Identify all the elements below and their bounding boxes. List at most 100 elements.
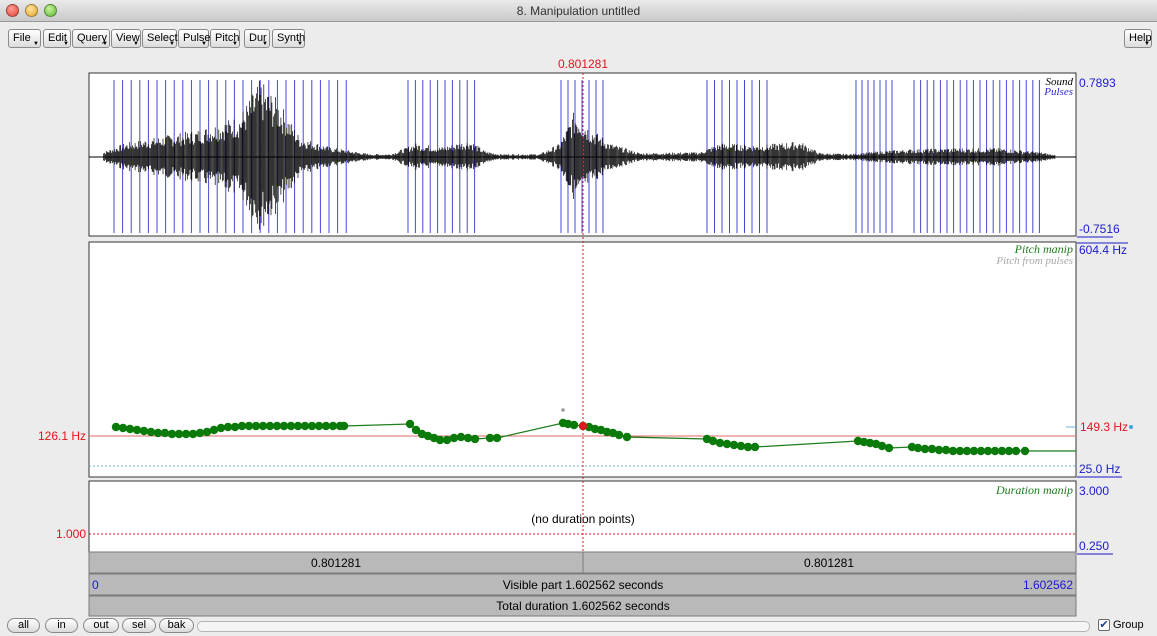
group-checkbox[interactable]: ✔ (1098, 619, 1110, 631)
visible-part-label: Visible part 1.602562 seconds (503, 578, 664, 592)
pitch-point[interactable] (237, 421, 247, 431)
pitch-point[interactable] (300, 421, 310, 431)
menu-view[interactable]: View ▼ (111, 29, 141, 48)
pitch-point[interactable] (920, 444, 930, 454)
menu-view-label: View (116, 32, 140, 44)
menu-pitch[interactable]: Pitch ▼ (210, 29, 240, 48)
minimize-window-button[interactable] (25, 4, 38, 17)
menu-help[interactable]: Help ▼ (1124, 29, 1152, 48)
pitch-point[interactable] (456, 432, 466, 442)
pitch-point[interactable] (111, 422, 121, 432)
pitch-point[interactable] (216, 423, 226, 433)
pitch-point[interactable] (139, 426, 149, 436)
pitch-point[interactable] (722, 439, 732, 449)
pitch-point[interactable] (230, 422, 240, 432)
zoom-window-button[interactable] (44, 4, 57, 17)
pitch-point[interactable] (132, 425, 142, 435)
pitch-point[interactable] (223, 422, 233, 432)
pitch-point[interactable] (983, 446, 993, 456)
pitch-point[interactable] (118, 423, 128, 433)
pitch-point[interactable] (485, 433, 495, 443)
pitch-point[interactable] (1020, 446, 1030, 456)
menu-edit[interactable]: Edit ▼ (43, 29, 71, 48)
pitch-point[interactable] (293, 421, 303, 431)
total-duration-bar[interactable] (88, 595, 1077, 617)
pitch-point[interactable] (195, 428, 205, 438)
pitch-point[interactable] (314, 421, 324, 431)
pitch-point[interactable] (569, 420, 579, 430)
pitch-point[interactable] (470, 434, 480, 444)
pitch-point[interactable] (167, 429, 177, 439)
pitch-point[interactable] (258, 421, 268, 431)
pitch-point[interactable] (272, 421, 282, 431)
pitch-point[interactable] (202, 427, 212, 437)
pitch-point[interactable] (1011, 446, 1021, 456)
close-window-button[interactable] (6, 4, 19, 17)
pitch-point[interactable] (708, 436, 718, 446)
pitch-point[interactable] (244, 421, 254, 431)
pitch-point[interactable] (188, 429, 198, 439)
pitch-point[interactable] (339, 421, 349, 431)
pitch-point[interactable] (153, 428, 163, 438)
pitch-point[interactable] (715, 438, 725, 448)
visible-part-bar[interactable] (88, 573, 1077, 596)
pitch-point[interactable] (934, 445, 944, 455)
pitch-point[interactable] (750, 442, 760, 452)
pitch-point[interactable] (955, 446, 965, 456)
menu-pulse[interactable]: Pulse ▼ (178, 29, 211, 48)
zoom-in-button[interactable]: in (45, 618, 78, 633)
menu-query[interactable]: Query ▼ (72, 29, 110, 48)
pitch-point[interactable] (442, 435, 452, 445)
pitch-point[interactable] (990, 446, 1000, 456)
horizontal-scrollbar[interactable] (197, 621, 1090, 632)
duration-panel[interactable] (88, 480, 1077, 553)
pitch-point[interactable] (449, 433, 459, 443)
pitch-point[interactable] (997, 446, 1007, 456)
pitch-point[interactable] (321, 421, 331, 431)
pitch-point[interactable] (181, 429, 191, 439)
pitch-point[interactable] (160, 428, 170, 438)
pitch-point[interactable] (877, 441, 887, 451)
pitch-point[interactable] (411, 425, 421, 435)
menu-dur[interactable]: Dur ▼ (244, 29, 270, 48)
pitch-point[interactable] (125, 424, 135, 434)
pitch-point[interactable] (948, 446, 958, 456)
pitch-point[interactable] (251, 421, 261, 431)
pitch-point[interactable] (941, 445, 951, 455)
pitch-point[interactable] (435, 435, 445, 445)
pitch-point[interactable] (279, 421, 289, 431)
pitch-point[interactable] (913, 443, 923, 453)
duration-manip-label: Duration manip (995, 483, 1073, 497)
pitch-point[interactable] (328, 421, 338, 431)
pitch-point[interactable] (209, 425, 219, 435)
pitch-point[interactable] (736, 441, 746, 451)
pitch-point[interactable] (962, 446, 972, 456)
pitch-point[interactable] (405, 419, 415, 429)
zoom-back-button[interactable]: bak (159, 618, 194, 633)
pitch-point[interactable] (286, 421, 296, 431)
menu-select[interactable]: Select ▼ (142, 29, 178, 48)
total-duration-label: Total duration 1.602562 seconds (496, 599, 669, 613)
pitch-point[interactable] (463, 433, 473, 443)
zoom-selection-button[interactable]: sel (122, 618, 156, 633)
pitch-point[interactable] (976, 446, 986, 456)
pitch-point[interactable] (174, 429, 184, 439)
pitch-point[interactable] (492, 433, 502, 443)
pitch-point[interactable] (884, 443, 894, 453)
pitch-point[interactable] (622, 432, 632, 442)
pitch-point[interactable] (927, 444, 937, 454)
right-segment-bar[interactable] (582, 551, 1077, 574)
pitch-point[interactable] (307, 421, 317, 431)
zoom-out-button[interactable]: out (83, 618, 119, 633)
menu-file[interactable]: File ▼ (8, 29, 41, 48)
pitch-point[interactable] (146, 427, 156, 437)
pitch-point[interactable] (1004, 446, 1014, 456)
menu-synth[interactable]: Synth ▼ (272, 29, 305, 48)
pitch-point[interactable] (743, 442, 753, 452)
pitch-point[interactable] (265, 421, 275, 431)
pitch-point[interactable] (729, 440, 739, 450)
pitch-point[interactable] (614, 430, 624, 440)
zoom-all-button[interactable]: all (7, 618, 40, 633)
pitch-point[interactable] (969, 446, 979, 456)
